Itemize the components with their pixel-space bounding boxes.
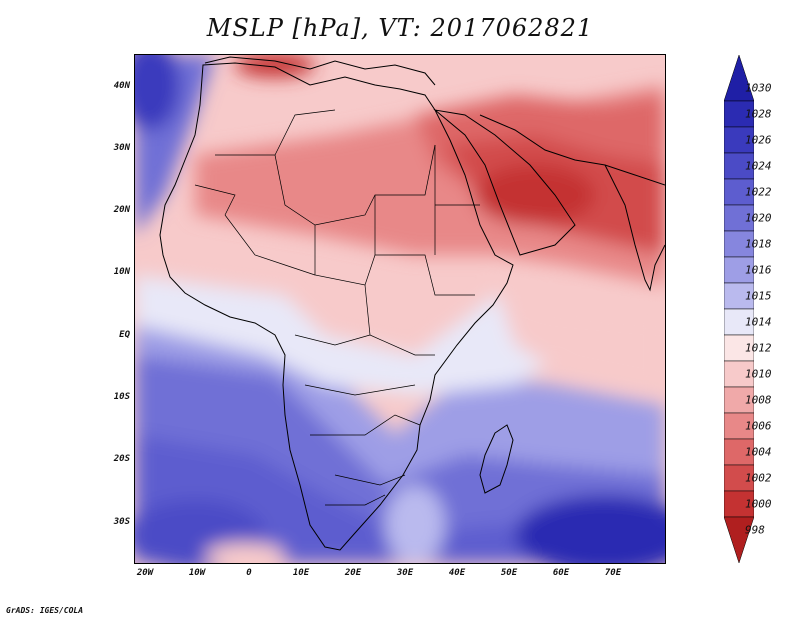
lon-tick-0: 0 — [246, 568, 252, 578]
colorbar-label: 1030 — [745, 81, 772, 95]
lon-tick-70e: 70E — [604, 568, 622, 578]
lon-tick-10e: 10E — [292, 568, 310, 578]
lon-tick-20w: 20W — [136, 568, 154, 578]
colorbar-label: 1012 — [745, 341, 772, 355]
colorbar-swatch — [724, 360, 754, 388]
colorbar-swatch — [724, 126, 754, 154]
mslp-field — [135, 55, 665, 563]
colorbar-label: 1010 — [745, 367, 772, 381]
colorbar-label: 1008 — [745, 393, 772, 407]
lat-tick-30s: 30S — [113, 517, 130, 527]
colorbar-label: 1002 — [745, 471, 772, 485]
lon-tick-20e: 20E — [344, 568, 362, 578]
pressure-shading — [135, 55, 665, 563]
lon-tick-40e: 40E — [448, 568, 466, 578]
lat-tick-30n: 30N — [113, 143, 130, 153]
colorbar-label: 1000 — [745, 497, 772, 511]
lat-tick-20s: 20S — [113, 454, 130, 464]
colorbar-label: 998 — [745, 523, 765, 537]
lon-tick-50e: 50E — [500, 568, 518, 578]
colorbar-label: 1004 — [745, 445, 772, 459]
lon-tick-10w: 10W — [188, 568, 206, 578]
colorbar-swatch — [724, 282, 754, 310]
lat-tick-eq: EQ — [119, 330, 130, 340]
colorbar-swatch — [724, 412, 754, 440]
colorbar-label: 1020 — [745, 211, 772, 225]
colorbar-label: 1015 — [745, 289, 772, 303]
coastlines — [159, 56, 665, 551]
colorbar-label: 1006 — [745, 419, 772, 433]
lat-tick-10n: 10N — [113, 267, 130, 277]
colorbar-swatch — [724, 334, 754, 362]
footer-credit: GrADS: IGES/COLA — [6, 606, 84, 615]
colorbar-label: 1024 — [745, 159, 772, 173]
colorbar-label: 1028 — [745, 107, 772, 121]
colorbar-swatch — [724, 490, 754, 518]
chart-title: MSLP [hPa], VT: 2017062821 — [206, 14, 594, 42]
colorbar-label: 1022 — [745, 185, 772, 199]
map-plot-area[interactable] — [134, 54, 666, 564]
country-borders — [194, 109, 480, 506]
lat-tick-40n: 40N — [113, 81, 130, 91]
colorbar-swatch — [724, 308, 754, 336]
colorbar-label: 1018 — [745, 237, 772, 251]
colorbar-label: 1014 — [745, 315, 772, 329]
colorbar-label: 1026 — [745, 133, 772, 147]
lon-tick-60e: 60E — [552, 568, 570, 578]
lat-tick-10s: 10S — [113, 392, 130, 402]
colorbar — [724, 55, 754, 563]
colorbar-swatch — [724, 516, 754, 563]
colorbar-label: 1016 — [745, 263, 772, 277]
colorbar-swatch — [724, 230, 754, 258]
colorbar-swatch — [724, 100, 754, 128]
lat-tick-20n: 20N — [113, 205, 130, 215]
lon-tick-30e: 30E — [396, 568, 414, 578]
